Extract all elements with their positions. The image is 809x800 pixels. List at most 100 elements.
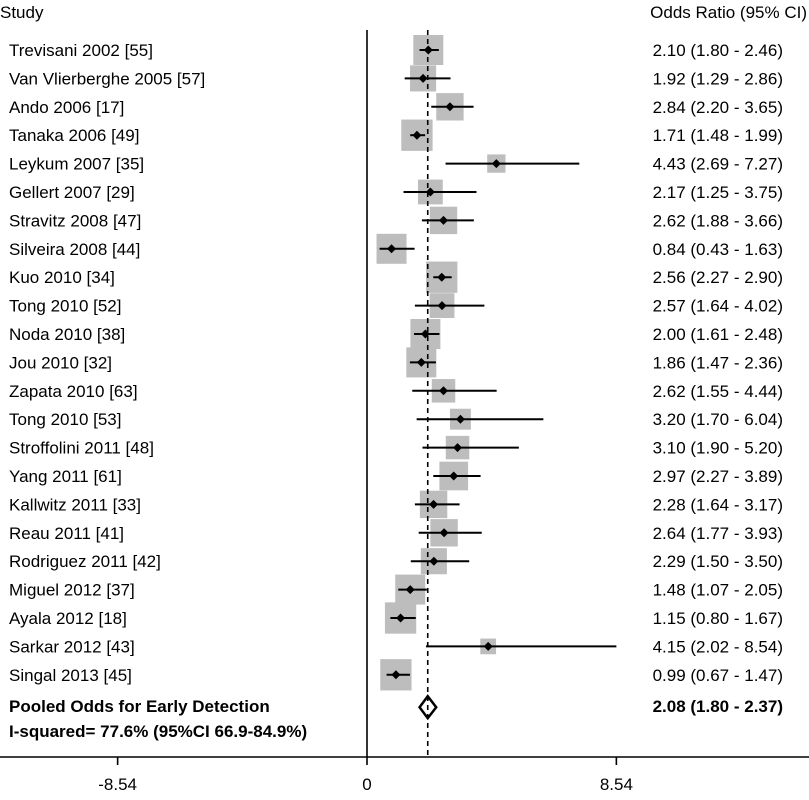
study-rows: Trevisani 2002 [55] 2.10 (1.80 - 2.46) Van… bbox=[9, 35, 783, 691]
study-label: Leykum 2007 [35] bbox=[9, 155, 144, 174]
study-label: Trevisani 2002 [55] bbox=[9, 41, 153, 60]
study-row: Stravitz 2008 [47] 2.62 (1.88 - 3.66) bbox=[9, 206, 783, 235]
study-ci-text: 4.43 (2.69 - 7.27) bbox=[653, 155, 783, 174]
study-row: Stroffolini 2011 [48] 3.10 (1.90 - 5.20) bbox=[9, 435, 783, 460]
study-row: Kallwitz 2011 [33] 2.28 (1.64 - 3.17) bbox=[9, 490, 783, 519]
study-ci-text: 2.28 (1.64 - 3.17) bbox=[653, 495, 783, 514]
study-point-estimate bbox=[416, 357, 426, 367]
study-label: Kuo 2010 [34] bbox=[9, 268, 115, 287]
study-point-estimate bbox=[439, 215, 449, 225]
odds-ratio-column-header: Odds Ratio (95% CI) bbox=[650, 3, 807, 22]
study-ci-text: 0.84 (0.43 - 1.63) bbox=[653, 240, 783, 259]
study-ci-text: 1.15 (0.80 - 1.67) bbox=[653, 609, 783, 628]
study-row: Yang 2011 [61] 2.97 (2.27 - 3.89) bbox=[9, 461, 783, 491]
study-point-estimate bbox=[405, 585, 415, 595]
study-ci-text: 1.71 (1.48 - 1.99) bbox=[653, 126, 783, 145]
study-row: Trevisani 2002 [55] 2.10 (1.80 - 2.46) bbox=[9, 35, 783, 65]
study-label: Ayala 2012 [18] bbox=[9, 609, 127, 628]
study-row: Kuo 2010 [34] 2.56 (2.27 - 2.90) bbox=[9, 261, 783, 293]
x-axis: -8.54 0 8.54 bbox=[0, 30, 809, 794]
study-ci-text: 3.10 (1.90 - 5.20) bbox=[653, 439, 783, 458]
study-label: Tong 2010 [52] bbox=[9, 297, 121, 316]
study-ci-text: 2.56 (2.27 - 2.90) bbox=[653, 268, 783, 287]
study-ci-text: 2.64 (1.77 - 3.93) bbox=[653, 524, 783, 543]
study-row: Tong 2010 [52] 2.57 (1.64 - 4.02) bbox=[9, 293, 783, 318]
study-label: Yang 2011 [61] bbox=[9, 467, 122, 486]
study-ci-text: 2.10 (1.80 - 2.46) bbox=[653, 41, 783, 60]
study-point-estimate bbox=[453, 443, 463, 453]
study-ci-text: 0.99 (0.67 - 1.47) bbox=[653, 666, 783, 685]
study-point-estimate bbox=[418, 73, 428, 83]
study-ci-text: 2.62 (1.88 - 3.66) bbox=[653, 211, 783, 230]
study-label: Tanaka 2006 [49] bbox=[9, 126, 139, 145]
study-point-estimate bbox=[491, 159, 501, 169]
study-row: Silveira 2008 [44] 0.84 (0.43 - 1.63) bbox=[9, 233, 783, 264]
study-point-estimate bbox=[455, 414, 465, 424]
study-label: Silveira 2008 [44] bbox=[9, 240, 140, 259]
pooled-label: Pooled Odds for Early Detection bbox=[9, 697, 270, 716]
study-row: Leykum 2007 [35] 4.43 (2.69 - 7.27) bbox=[9, 154, 783, 174]
study-label: Stroffolini 2011 [48] bbox=[9, 439, 154, 458]
study-ci-text: 3.20 (1.70 - 6.04) bbox=[653, 410, 783, 429]
study-point-estimate bbox=[483, 641, 493, 651]
study-row: Noda 2010 [38] 2.00 (1.61 - 2.48) bbox=[9, 319, 783, 349]
study-row: Gellert 2007 [29] 2.17 (1.25 - 3.75) bbox=[9, 179, 783, 205]
heterogeneity-text: I-squared= 77.6% (95%CI 66.9-84.9%) bbox=[9, 722, 307, 741]
study-point-estimate bbox=[412, 130, 422, 140]
study-point-estimate bbox=[437, 272, 447, 282]
study-ci-text: 1.48 (1.07 - 2.05) bbox=[653, 581, 783, 600]
study-ci-text: 2.97 (2.27 - 3.89) bbox=[653, 467, 783, 486]
pooled-ci-text: 2.08 (1.80 - 2.37) bbox=[653, 697, 783, 716]
study-point-estimate bbox=[439, 386, 449, 396]
study-row: Rodriguez 2011 [42] 2.29 (1.50 - 3.50) bbox=[9, 548, 783, 575]
study-ci-text: 2.00 (1.61 - 2.48) bbox=[653, 325, 783, 344]
study-label: Sarkar 2012 [43] bbox=[9, 637, 135, 656]
study-ci-text: 2.62 (1.55 - 4.44) bbox=[653, 382, 783, 401]
study-ci-text: 4.15 (2.02 - 8.54) bbox=[653, 637, 783, 656]
study-ci-text: 1.92 (1.29 - 2.86) bbox=[653, 69, 783, 88]
study-label: Rodriguez 2011 [42] bbox=[9, 552, 161, 571]
study-row: Ando 2006 [17] 2.84 (2.20 - 3.65) bbox=[9, 93, 783, 121]
study-ci-text: 2.29 (1.50 - 3.50) bbox=[653, 552, 783, 571]
study-point-estimate bbox=[445, 102, 455, 112]
study-row: Miguel 2012 [37] 1.48 (1.07 - 2.05) bbox=[9, 574, 783, 605]
study-row: Tong 2010 [53] 3.20 (1.70 - 6.04) bbox=[9, 408, 783, 430]
study-label: Miguel 2012 [37] bbox=[9, 581, 135, 600]
study-column-header: Study bbox=[0, 3, 44, 22]
study-ci-text: 2.84 (2.20 - 3.65) bbox=[653, 98, 783, 117]
study-label: Zapata 2010 [63] bbox=[9, 382, 138, 401]
study-row: Ayala 2012 [18] 1.15 (0.80 - 1.67) bbox=[9, 602, 783, 634]
x-tick-label: -8.54 bbox=[98, 775, 137, 794]
study-point-estimate bbox=[429, 499, 439, 509]
x-tick-label: 0 bbox=[362, 775, 371, 794]
study-row: Reau 2011 [41] 2.64 (1.77 - 3.93) bbox=[9, 519, 783, 547]
study-label: Noda 2010 [38] bbox=[9, 325, 125, 344]
pooled-estimate: Pooled Odds for Early Detection 2.08 (1.… bbox=[9, 694, 783, 741]
study-ci-text: 2.57 (1.64 - 4.02) bbox=[653, 297, 783, 316]
study-row: Zapata 2010 [63] 2.62 (1.55 - 4.44) bbox=[9, 379, 783, 403]
study-row: Sarkar 2012 [43] 4.15 (2.02 - 8.54) bbox=[9, 637, 783, 656]
study-ci-text: 2.17 (1.25 - 3.75) bbox=[653, 183, 783, 202]
study-label: Kallwitz 2011 [33] bbox=[9, 495, 141, 514]
study-point-estimate bbox=[439, 528, 449, 538]
study-point-estimate bbox=[396, 613, 406, 623]
study-point-estimate bbox=[437, 301, 447, 311]
study-row: Van Vlierberghe 2005 [57] 1.92 (1.29 - 2.… bbox=[9, 65, 783, 92]
study-row: Jou 2010 [32] 1.86 (1.47 - 2.36) bbox=[9, 347, 783, 378]
study-point-estimate bbox=[429, 556, 439, 566]
study-label: Tong 2010 [53] bbox=[9, 410, 121, 429]
study-label: Jou 2010 [32] bbox=[9, 353, 112, 372]
study-row: Tanaka 2006 [49] 1.71 (1.48 - 1.99) bbox=[9, 119, 783, 151]
study-label: Ando 2006 [17] bbox=[9, 98, 124, 117]
study-point-estimate bbox=[391, 670, 401, 680]
study-label: Van Vlierberghe 2005 [57] bbox=[9, 69, 205, 88]
study-label: Gellert 2007 [29] bbox=[9, 183, 135, 202]
study-row: Singal 2013 [45] 0.99 (0.67 - 1.47) bbox=[9, 659, 783, 691]
study-label: Reau 2011 [41] bbox=[9, 524, 124, 543]
study-point-estimate bbox=[449, 471, 459, 481]
x-tick-label: 8.54 bbox=[600, 775, 633, 794]
study-label: Singal 2013 [45] bbox=[9, 666, 132, 685]
study-point-estimate bbox=[387, 244, 397, 254]
study-ci-text: 1.86 (1.47 - 2.36) bbox=[653, 353, 783, 372]
